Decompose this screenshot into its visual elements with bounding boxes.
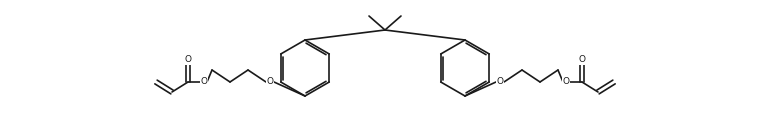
Text: O: O <box>266 77 273 87</box>
Text: O: O <box>497 77 504 87</box>
Text: O: O <box>563 77 570 87</box>
Text: O: O <box>578 55 585 65</box>
Text: O: O <box>200 77 207 87</box>
Text: O: O <box>185 55 192 65</box>
